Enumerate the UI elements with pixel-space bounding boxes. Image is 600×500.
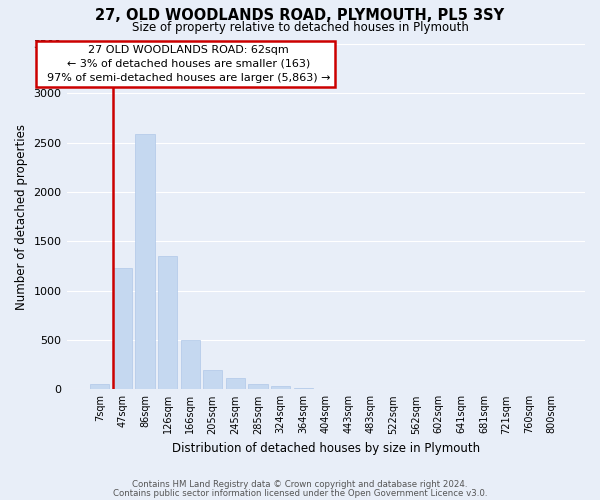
Bar <box>226 378 245 390</box>
Y-axis label: Number of detached properties: Number of detached properties <box>15 124 28 310</box>
Bar <box>271 386 290 390</box>
Bar <box>158 256 177 390</box>
Bar <box>136 134 155 390</box>
Text: 27 OLD WOODLANDS ROAD: 62sqm
  ← 3% of detached houses are smaller (163)
  97% o: 27 OLD WOODLANDS ROAD: 62sqm ← 3% of det… <box>40 45 331 83</box>
Text: Contains public sector information licensed under the Open Government Licence v3: Contains public sector information licen… <box>113 488 487 498</box>
Bar <box>113 268 132 390</box>
Text: Contains HM Land Registry data © Crown copyright and database right 2024.: Contains HM Land Registry data © Crown c… <box>132 480 468 489</box>
Bar <box>293 388 313 390</box>
Text: 27, OLD WOODLANDS ROAD, PLYMOUTH, PL5 3SY: 27, OLD WOODLANDS ROAD, PLYMOUTH, PL5 3S… <box>95 8 505 22</box>
Bar <box>90 384 109 390</box>
Bar <box>248 384 268 390</box>
Text: Size of property relative to detached houses in Plymouth: Size of property relative to detached ho… <box>131 21 469 34</box>
X-axis label: Distribution of detached houses by size in Plymouth: Distribution of detached houses by size … <box>172 442 480 455</box>
Bar <box>181 340 200 390</box>
Bar <box>203 370 223 390</box>
